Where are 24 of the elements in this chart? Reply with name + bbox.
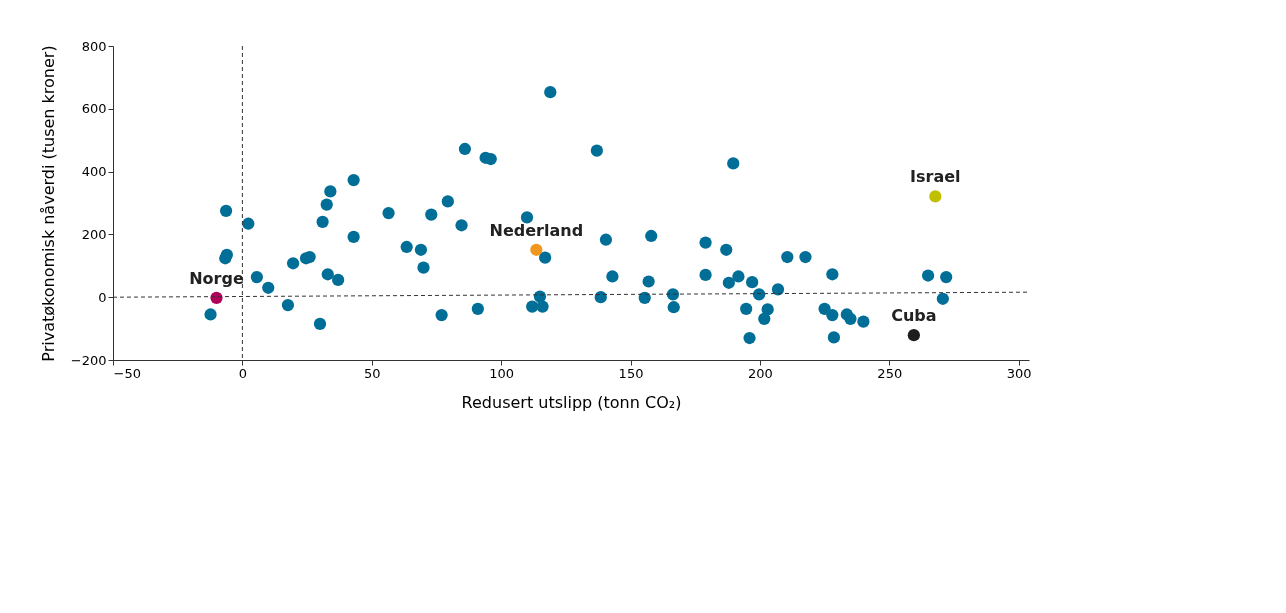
x-tick-label: 250 bbox=[877, 365, 903, 381]
x-tick-label: −50 bbox=[113, 365, 141, 381]
point bbox=[929, 190, 942, 203]
y-tick-label: 0 bbox=[98, 289, 107, 305]
y-tick-label: 400 bbox=[81, 164, 107, 180]
series-label: Norge bbox=[189, 268, 244, 288]
point bbox=[210, 291, 223, 304]
series-label: Nederland bbox=[489, 220, 584, 240]
x-tick-label: 50 bbox=[363, 365, 381, 381]
x-tick-label: 300 bbox=[1006, 365, 1032, 381]
x-tick-label: 200 bbox=[747, 365, 773, 381]
y-tick-label: 600 bbox=[81, 101, 107, 117]
series-label: Israel bbox=[910, 167, 961, 187]
series-label: Cuba bbox=[891, 306, 937, 326]
x-axis-title: Redusert utslipp (tonn CO₂) bbox=[461, 392, 682, 412]
y-tick-label: 800 bbox=[81, 38, 107, 54]
x-tick-label: 150 bbox=[618, 365, 644, 381]
x-tick-label: 0 bbox=[238, 365, 248, 381]
x-tick-label: 100 bbox=[489, 365, 515, 381]
point bbox=[530, 243, 543, 256]
point bbox=[907, 329, 920, 342]
y-axis-title: Privatøkonomisk nåverdi (tusen kroner) bbox=[38, 45, 58, 362]
y-tick-label: 200 bbox=[81, 226, 107, 242]
y-tick-label: −200 bbox=[70, 352, 107, 368]
